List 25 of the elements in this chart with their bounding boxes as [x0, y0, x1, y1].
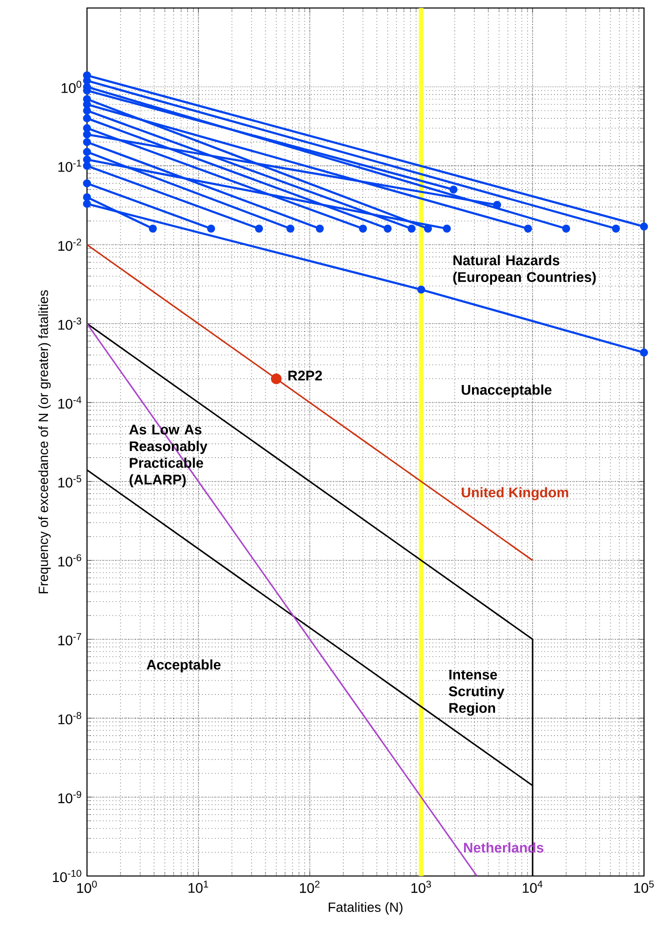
y-tick-label: 10$^{-5}$	[58, 475, 82, 488]
x-tick-label: 10$^{2}$	[300, 880, 320, 893]
series-label: United Kingdom	[462, 487, 568, 500]
x-tick-label: 10$^{4}$	[522, 880, 542, 893]
y-tick-label: 10$^{-1}$	[58, 160, 82, 172]
x-tick-label: 10$^{5}$	[634, 880, 654, 893]
y-tick-label: 10$^{-10}$	[52, 870, 82, 882]
x-tick-label: 10$^{1}$	[188, 880, 208, 893]
annotation: Intense Scrutiny Region	[448, 670, 504, 716]
y-tick-label: 10$^{-7}$	[58, 633, 82, 646]
y-tick-label: 10$^{-8}$	[58, 712, 82, 724]
y-tick-label: 10$^{0}$	[62, 80, 82, 94]
y-tick-label: 10$^{-3}$	[58, 318, 82, 330]
series-label: R2P2	[288, 370, 322, 380]
annotation: Acceptable	[146, 659, 221, 672]
y-tick-label: 10$^{-4}$	[58, 396, 82, 409]
x-axis-title: Fatalities (N)	[328, 902, 402, 915]
annotation: Unacceptable	[462, 384, 552, 398]
annotation: Natural Hazards (European Countries)	[453, 255, 596, 285]
y-tick-label: 10$^{-2}$	[58, 238, 82, 251]
y-tick-label: 10$^{-9}$	[58, 790, 82, 804]
y-tick-label: 10$^{-6}$	[58, 554, 82, 567]
x-tick-label: 10$^{0}$	[77, 880, 97, 893]
y-axis-title: Frequency of exceedance of N (or greater) fatalities	[38, 290, 51, 594]
x-tick-label: 10$^{3}$	[411, 880, 431, 893]
